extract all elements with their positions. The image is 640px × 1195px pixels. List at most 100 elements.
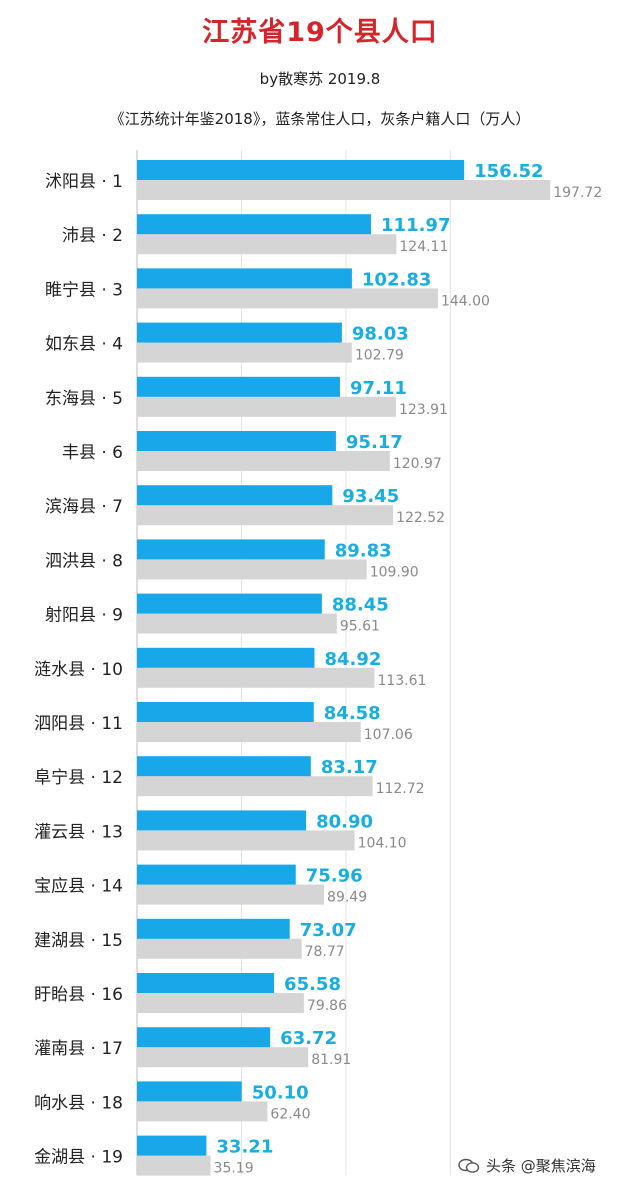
registered-bar	[137, 776, 373, 797]
registered-bar	[137, 830, 355, 851]
watermark-text: 头条 @聚焦滨海	[486, 1157, 596, 1175]
resident-bar	[137, 864, 296, 885]
resident-value-label: 98.03	[352, 324, 409, 345]
registered-bar	[137, 234, 397, 255]
registered-value-label: 109.90	[370, 564, 419, 580]
watermark: 头条 @聚焦滨海	[458, 1155, 596, 1176]
registered-value-label: 124.11	[399, 239, 448, 255]
resident-value-label: 83.17	[321, 757, 378, 778]
resident-value-label: 111.97	[381, 215, 450, 236]
registered-bar	[137, 559, 367, 580]
registered-bar	[137, 613, 337, 634]
category-label: 宝应县 · 14	[34, 877, 123, 897]
registered-value-label: 95.61	[340, 619, 380, 635]
resident-bar	[137, 431, 336, 451]
registered-bar	[137, 180, 551, 200]
category-label: 灌南县 · 17	[34, 1039, 123, 1059]
category-label: 响水县 · 18	[34, 1093, 123, 1113]
resident-value-label: 88.45	[332, 595, 389, 616]
category-label: 建湖县 · 15	[34, 931, 123, 951]
resident-value-label: 89.83	[335, 540, 392, 561]
category-label: 盱眙县 · 16	[34, 985, 123, 1005]
registered-value-label: 123.91	[399, 402, 448, 418]
resident-bar	[137, 214, 372, 235]
category-label: 滨海县 · 7	[45, 497, 123, 517]
category-label: 丰县 · 6	[62, 443, 123, 463]
resident-value-label: 84.92	[324, 649, 381, 670]
registered-bar	[137, 1155, 211, 1176]
resident-bar	[137, 647, 315, 668]
registered-value-label: 120.97	[393, 456, 442, 472]
registered-bar	[137, 288, 438, 309]
chart-byline: by散寒苏 2019.8	[259, 70, 381, 88]
resident-value-label: 84.58	[324, 703, 381, 724]
registered-value-label: 113.61	[377, 673, 426, 689]
resident-value-label: 75.96	[306, 866, 363, 887]
registered-value-label: 89.49	[327, 890, 367, 906]
resident-bar	[137, 756, 311, 777]
resident-bar	[137, 160, 465, 180]
resident-value-label: 63.72	[280, 1028, 337, 1049]
registered-value-label: 79.86	[307, 998, 347, 1014]
category-label: 泗阳县 · 11	[34, 714, 123, 734]
registered-value-label: 197.72	[553, 185, 602, 201]
registered-value-label: 104.10	[358, 835, 407, 851]
registered-bar	[137, 884, 325, 905]
registered-bar	[137, 505, 394, 526]
resident-value-label: 93.45	[342, 486, 399, 507]
registered-bar	[137, 451, 390, 471]
category-label: 睢宁县 · 3	[45, 280, 123, 300]
registered-bar	[137, 667, 375, 688]
resident-bar	[137, 593, 322, 614]
category-label: 东海县 · 5	[45, 389, 123, 409]
category-label: 射阳县 · 9	[45, 606, 123, 626]
resident-bar	[137, 702, 314, 722]
resident-value-label: 95.17	[346, 432, 403, 453]
resident-bar	[137, 268, 352, 289]
category-label: 阜宁县 · 12	[34, 768, 123, 788]
category-label: 如东县 · 4	[45, 335, 123, 355]
registered-bar	[137, 722, 361, 742]
registered-value-label: 107.06	[364, 727, 413, 743]
resident-bar	[137, 810, 307, 831]
registered-value-label: 112.72	[376, 781, 425, 797]
registered-bar	[137, 1047, 309, 1068]
registered-value-label: 78.77	[305, 944, 345, 960]
resident-bar	[137, 1027, 271, 1048]
category-label: 泗洪县 · 8	[45, 551, 123, 571]
registered-bar	[137, 1101, 268, 1122]
wechat-icon	[458, 1158, 480, 1173]
resident-bar	[137, 322, 342, 343]
category-label: 沛县 · 2	[62, 226, 123, 246]
registered-bar	[137, 993, 304, 1013]
resident-bar	[137, 973, 275, 993]
registered-bar	[137, 938, 302, 959]
chart-subtitle: 《江苏统计年鉴2018》，蓝条常住人口，灰条户籍人口（万人）	[109, 110, 531, 128]
category-label: 灌云县 · 13	[34, 822, 123, 842]
resident-bar	[137, 485, 333, 506]
resident-bar	[137, 376, 340, 397]
registered-value-label: 81.91	[311, 1052, 351, 1068]
registered-bar	[137, 396, 396, 417]
category-label: 金湖县 · 19	[34, 1148, 123, 1168]
resident-bar	[137, 1135, 207, 1156]
registered-value-label: 122.52	[396, 510, 445, 526]
category-label: 涟水县 · 10	[34, 660, 123, 680]
registered-value-label: 102.79	[355, 348, 404, 364]
registered-bar	[137, 342, 352, 363]
resident-bar	[137, 1081, 242, 1102]
resident-value-label: 33.21	[216, 1137, 273, 1158]
registered-value-label: 35.19	[214, 1161, 254, 1177]
resident-value-label: 73.07	[300, 920, 357, 941]
chart-title: 江苏省19个县人口	[202, 17, 438, 48]
resident-bar	[137, 539, 325, 560]
resident-value-label: 65.58	[284, 974, 341, 995]
resident-value-label: 156.52	[474, 161, 543, 182]
resident-value-label: 97.11	[350, 378, 407, 399]
resident-value-label: 50.10	[252, 1082, 309, 1103]
resident-bar	[137, 918, 290, 939]
category-label: 沭阳县 · 1	[45, 172, 123, 192]
resident-value-label: 102.83	[362, 269, 431, 290]
